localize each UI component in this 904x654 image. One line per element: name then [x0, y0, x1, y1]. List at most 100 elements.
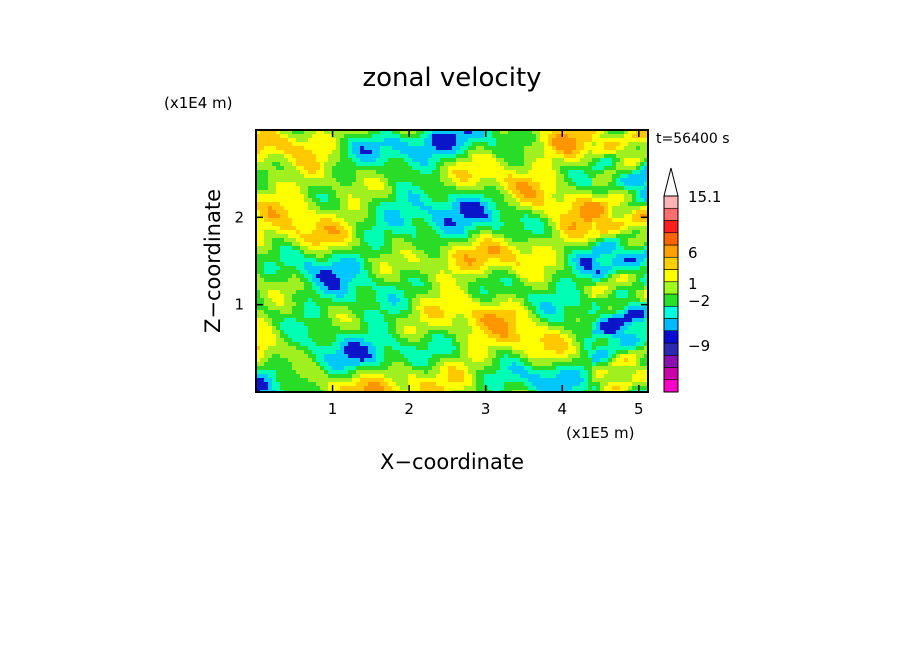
- field-cell: [452, 138, 457, 143]
- field-cell: [572, 170, 577, 175]
- field-cell: [360, 310, 365, 315]
- field-cell: [596, 262, 601, 267]
- field-cell: [364, 310, 369, 315]
- field-cell: [624, 258, 629, 263]
- field-cell: [272, 158, 277, 163]
- field-cell: [520, 254, 525, 259]
- field-cell: [540, 218, 545, 223]
- field-cell: [308, 298, 313, 303]
- field-cell: [512, 258, 517, 263]
- field-cell: [424, 302, 429, 307]
- field-cell: [356, 186, 361, 191]
- field-cell: [412, 194, 417, 199]
- field-cell: [388, 254, 393, 259]
- field-cell: [432, 298, 437, 303]
- field-cell: [616, 278, 621, 283]
- field-cell: [328, 306, 333, 311]
- field-cell: [632, 182, 637, 187]
- field-cell: [544, 226, 549, 231]
- field-cell: [508, 222, 513, 227]
- field-cell: [300, 318, 305, 323]
- field-cell: [324, 158, 329, 163]
- field-cell: [328, 302, 333, 307]
- field-cell: [296, 174, 301, 179]
- field-cell: [280, 138, 285, 143]
- field-cell: [320, 254, 325, 259]
- field-cell: [440, 210, 445, 215]
- field-cell: [636, 186, 641, 191]
- field-cell: [444, 178, 449, 183]
- field-cell: [316, 254, 321, 259]
- field-cell: [540, 270, 545, 275]
- field-cell: [312, 290, 317, 295]
- field-cell: [340, 154, 345, 159]
- field-cell: [260, 230, 265, 235]
- field-cell: [260, 158, 265, 163]
- field-cell: [560, 186, 565, 191]
- field-cell: [364, 318, 369, 323]
- field-cell: [520, 290, 525, 295]
- field-cell: [396, 230, 401, 235]
- field-cell: [644, 194, 648, 199]
- field-cell: [484, 210, 489, 215]
- field-cell: [536, 138, 541, 143]
- field-cell: [536, 302, 541, 307]
- field-cell: [480, 258, 485, 263]
- field-cell: [456, 318, 461, 323]
- field-cell: [356, 238, 361, 243]
- field-cell: [572, 222, 577, 227]
- field-cell: [328, 178, 333, 183]
- field-cell: [380, 314, 385, 319]
- field-cell: [492, 182, 497, 187]
- field-cell: [384, 170, 389, 175]
- field-cell: [472, 310, 477, 315]
- field-cell: [456, 170, 461, 175]
- field-cell: [528, 158, 533, 163]
- field-cell: [308, 206, 313, 211]
- field-cell: [256, 178, 261, 183]
- field-cell: [296, 310, 301, 315]
- field-cell: [448, 130, 453, 135]
- field-cell: [520, 262, 525, 267]
- field-cell: [452, 174, 457, 179]
- field-cell: [572, 166, 577, 171]
- field-cell: [576, 278, 581, 283]
- field-cell: [440, 318, 445, 323]
- field-cell: [436, 130, 441, 135]
- field-cell: [260, 262, 265, 267]
- field-cell: [440, 250, 445, 255]
- field-cell: [536, 298, 541, 303]
- field-cell: [464, 178, 469, 183]
- field-cell: [496, 154, 501, 159]
- field-cell: [304, 274, 309, 279]
- field-cell: [496, 246, 501, 251]
- field-cell: [552, 154, 557, 159]
- field-cell: [312, 202, 317, 207]
- field-cell: [360, 234, 365, 239]
- field-cell: [600, 190, 605, 195]
- field-cell: [644, 230, 648, 235]
- field-cell: [436, 158, 441, 163]
- field-cell: [504, 270, 509, 275]
- field-cell: [324, 246, 329, 251]
- field-cell: [368, 210, 373, 215]
- field-cell: [584, 182, 589, 187]
- field-cell: [420, 282, 425, 287]
- field-cell: [612, 322, 617, 327]
- field-cell: [512, 186, 517, 191]
- field-cell: [536, 246, 541, 251]
- field-cell: [504, 294, 509, 299]
- field-cell: [400, 158, 405, 163]
- field-cell: [588, 206, 593, 211]
- field-cell: [360, 158, 365, 163]
- field-cell: [628, 214, 633, 219]
- field-cell: [388, 174, 393, 179]
- field-cell: [392, 218, 397, 223]
- field-cell: [424, 310, 429, 315]
- field-cell: [568, 182, 573, 187]
- field-cell: [448, 194, 453, 199]
- field-cell: [320, 190, 325, 195]
- field-cell: [288, 330, 293, 335]
- field-cell: [400, 214, 405, 219]
- field-cell: [484, 226, 489, 231]
